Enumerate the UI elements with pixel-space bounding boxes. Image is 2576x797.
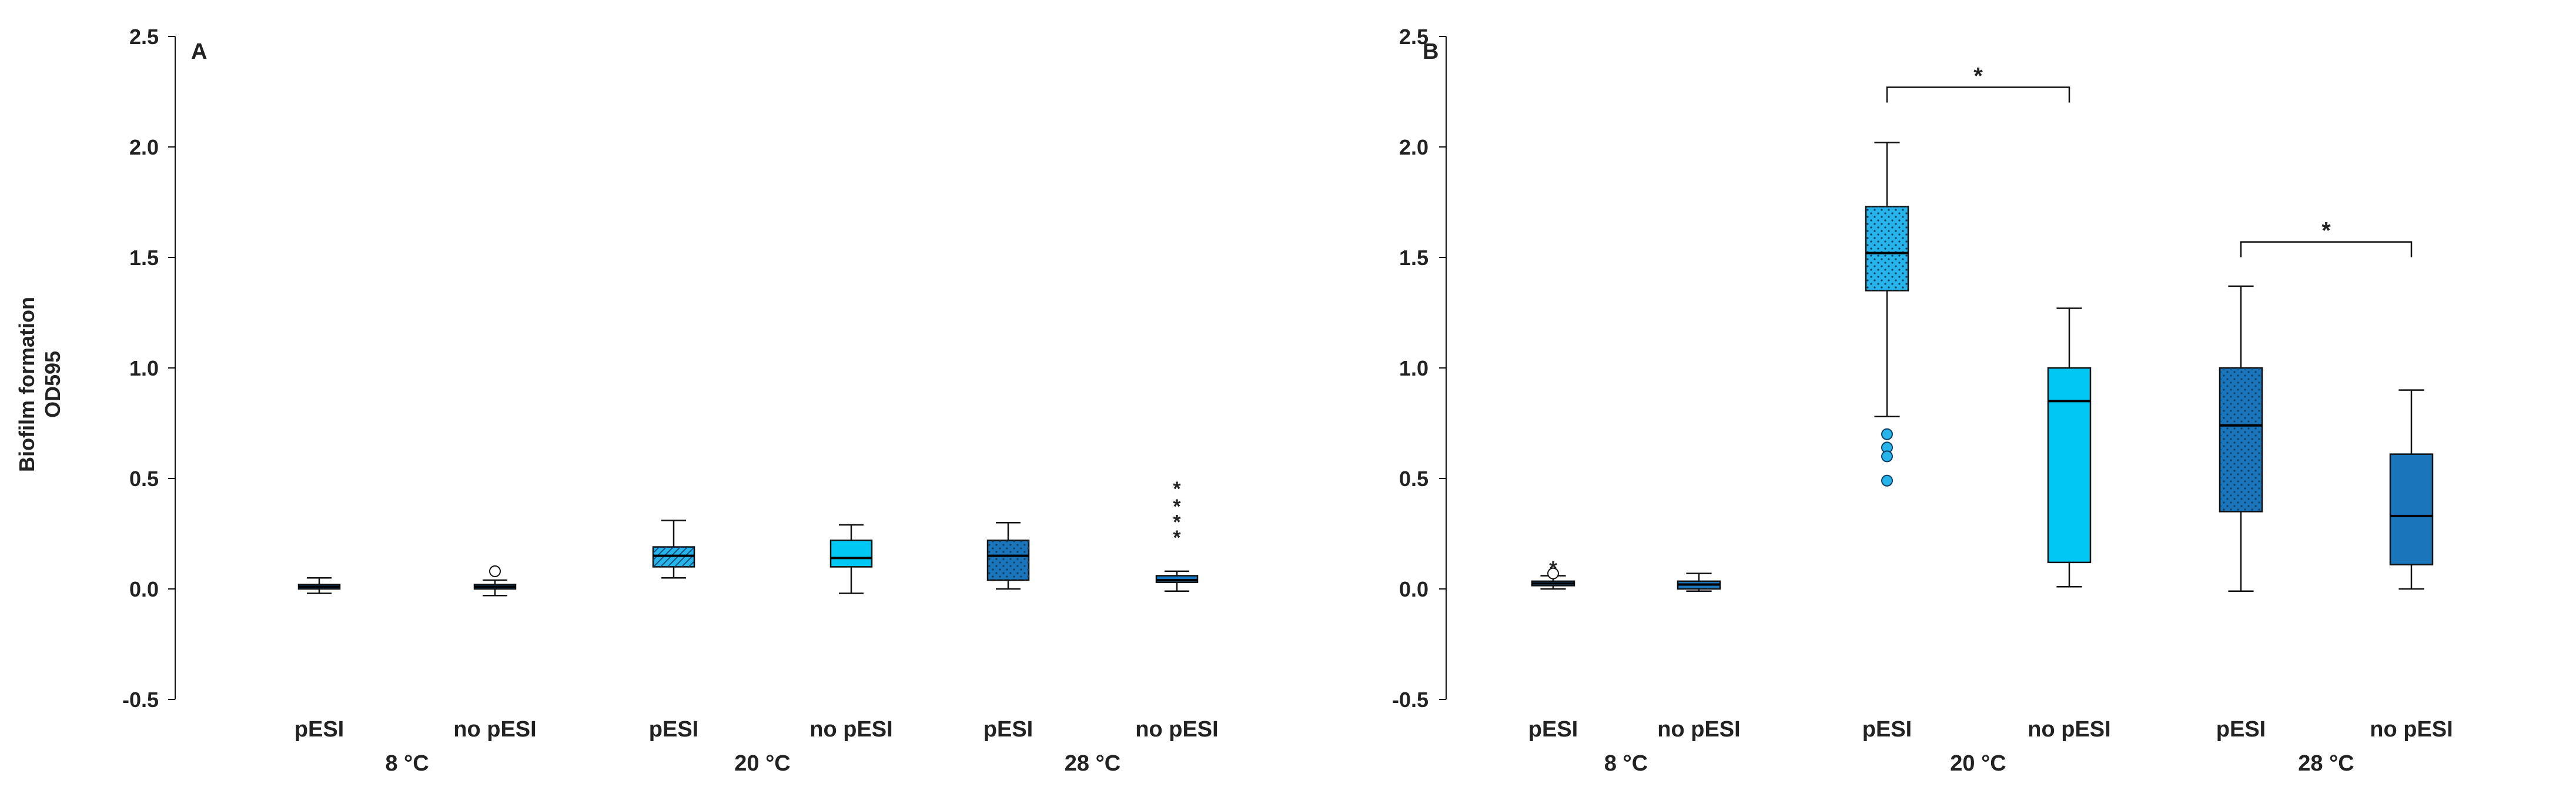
y-tick-label: 1.0 (1399, 356, 1428, 380)
box-body (2047, 367, 2092, 564)
box-5: pESI (983, 521, 1033, 742)
box-3: pESI (649, 520, 698, 742)
box-pattern (1866, 206, 1908, 291)
category-label: no pESI (2370, 717, 2453, 742)
group-label: 20 °C (1950, 751, 2006, 776)
y-tick-label: -0.5 (1392, 688, 1428, 712)
y-axis-title-line2: OD595 (41, 351, 65, 418)
y-tick-label: 1.0 (129, 356, 159, 380)
outlier-circle (1547, 567, 1559, 580)
y-tick-label: 2.0 (1399, 135, 1428, 159)
bracket-line (2240, 241, 2413, 257)
y-axis-title-line1: Biofilm formation (15, 297, 39, 472)
box-body (829, 540, 873, 568)
category-label: no pESI (2028, 717, 2110, 742)
y-tick-label: 2.5 (129, 25, 159, 49)
category-label: pESI (649, 717, 698, 742)
y-tick-label: 2.0 (129, 135, 159, 159)
box-6: no pESI (2370, 389, 2453, 742)
panel-letter: A (191, 39, 207, 64)
category-label: no pESI (1135, 717, 1218, 742)
box-3: pESI (1862, 142, 1912, 742)
outlier-star: * (1173, 478, 1181, 500)
panel-b: B2.5 2.0 1.5 1.0 0.5 0.0 -0.5 * pESI no pESI pESI n… (1392, 25, 2453, 776)
group-label: 28 °C (1065, 751, 1120, 776)
y-tick-label: 0.5 (1399, 467, 1428, 491)
outlier-star: * (1173, 511, 1181, 533)
category-label: no pESI (1657, 717, 1740, 742)
box-pattern (988, 540, 1029, 580)
box-1: * pESI (1528, 557, 1578, 742)
y-tick-label: 1.5 (1399, 246, 1428, 270)
category-label: pESI (1862, 717, 1912, 742)
category-label: pESI (295, 717, 344, 742)
group-label: 8 °C (1604, 751, 1648, 776)
y-tick-label: 1.5 (129, 246, 159, 270)
y-axis-title: Biofilm formation OD595 (15, 297, 65, 472)
box-4: no pESI (2028, 307, 2111, 742)
outlier-star: * (1173, 527, 1181, 549)
significance-bracket: * (2240, 218, 2413, 257)
group-label: 28 °C (2298, 751, 2354, 776)
box-1: pESI (295, 577, 344, 742)
panel-a: A 2.5 2.0 1.5 1.0 0.5 0.0 -0.5 pESI no pESI pESI no… (122, 25, 1219, 776)
significance-star: * (2321, 218, 2331, 244)
category-label: no pESI (809, 717, 892, 742)
box-2: no pESI (1657, 572, 1741, 742)
category-label: no pESI (453, 717, 536, 742)
group-label: 20 °C (734, 751, 790, 776)
y-tick-label: 0.0 (1399, 577, 1428, 601)
box-2: no pESI (453, 565, 537, 742)
y-tick-label: 0.5 (129, 467, 159, 491)
y-tick-label: 2.5 (1399, 25, 1428, 49)
outlier-dot (1881, 474, 1893, 487)
category-label: pESI (983, 717, 1033, 742)
box-4: no pESI (809, 524, 893, 742)
outlier-circle (489, 565, 501, 577)
outlier-dot (1881, 428, 1893, 440)
outlier-dot (1881, 450, 1893, 463)
box-6: ****no pESI (1135, 478, 1218, 742)
outlier-star: * (1549, 557, 1557, 580)
y-tick-label: -0.5 (122, 688, 159, 712)
box-body (2389, 453, 2434, 565)
panel-letter: B (1423, 39, 1438, 64)
y-tick-label: 0.0 (129, 577, 159, 601)
category-label: pESI (2216, 717, 2266, 742)
bracket-line (1886, 86, 2070, 103)
outlier-star: * (1173, 495, 1181, 518)
category-label: pESI (1528, 717, 1578, 742)
box-pattern (2220, 368, 2262, 512)
box-5: pESI (2216, 285, 2266, 742)
significance-star: * (1973, 63, 1983, 89)
significance-bracket: * (1886, 63, 2070, 103)
group-label: 8 °C (385, 751, 429, 776)
